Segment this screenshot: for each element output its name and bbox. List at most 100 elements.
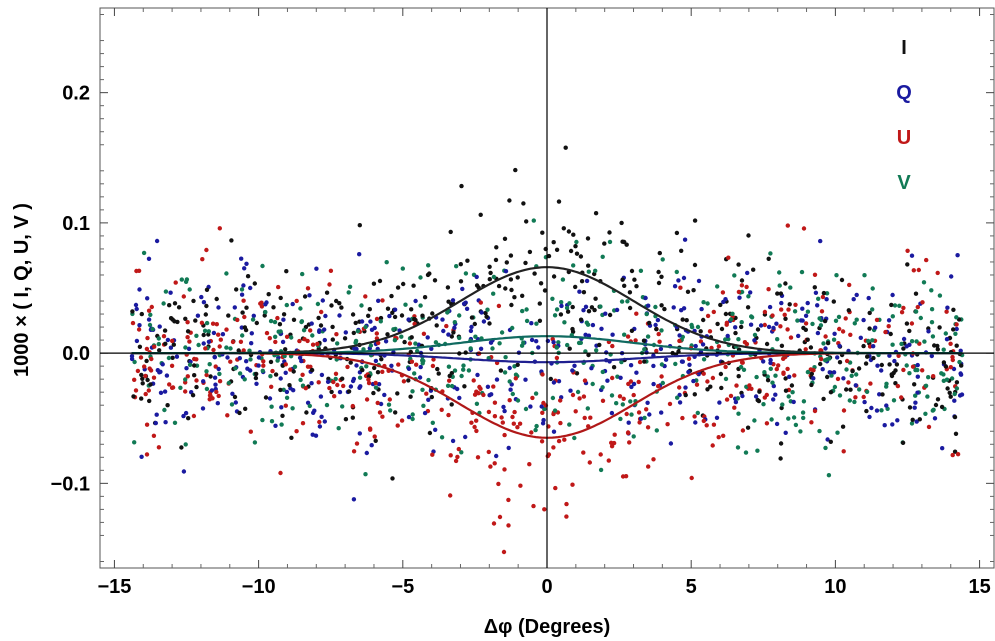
point-V [884, 384, 889, 389]
point-U [612, 432, 617, 437]
point-V [459, 450, 464, 455]
point-I [657, 250, 662, 256]
point-U [625, 430, 631, 436]
point-V [854, 372, 859, 377]
point-Q [354, 363, 359, 368]
point-U [909, 321, 915, 326]
point-I [245, 274, 251, 279]
point-V [554, 345, 559, 350]
point-I [281, 312, 287, 317]
point-Q [463, 434, 468, 440]
point-U [886, 324, 891, 329]
point-I [954, 343, 959, 348]
legend-entry-Q: Q [896, 82, 912, 104]
point-I [144, 358, 149, 364]
point-V [562, 320, 567, 325]
point-Q [220, 332, 226, 337]
point-I [342, 336, 348, 341]
point-Q [134, 306, 139, 312]
point-V [583, 349, 588, 354]
point-U [136, 268, 142, 273]
point-Q [783, 430, 788, 435]
point-Q [212, 375, 218, 380]
point-I [570, 304, 575, 310]
point-I [162, 328, 168, 333]
point-U [455, 454, 460, 460]
point-Q [841, 376, 846, 381]
point-U [776, 363, 781, 368]
point-V [237, 371, 243, 376]
point-Q [299, 358, 304, 364]
point-I [579, 279, 585, 284]
point-I [818, 361, 823, 367]
point-I [515, 362, 520, 367]
point-Q [940, 446, 945, 451]
point-Q [693, 420, 698, 425]
point-V [240, 333, 245, 338]
point-V [242, 377, 247, 382]
point-U [950, 452, 955, 458]
point-V [913, 309, 919, 314]
point-V [801, 415, 806, 421]
point-V [775, 337, 780, 342]
point-V [659, 328, 664, 333]
point-U [241, 348, 246, 353]
point-Q [773, 392, 778, 397]
point-V [600, 369, 605, 375]
point-I [493, 257, 499, 263]
point-U [421, 331, 427, 336]
point-I [692, 262, 698, 268]
point-U [367, 426, 373, 431]
point-I [708, 384, 713, 389]
point-U [724, 397, 730, 402]
point-Q [915, 362, 920, 368]
point-I [194, 384, 199, 390]
point-I [718, 371, 724, 377]
point-U [837, 326, 842, 332]
point-U [636, 379, 641, 385]
point-Q [551, 380, 557, 385]
point-V [519, 343, 525, 348]
point-I [581, 290, 587, 295]
point-U [169, 363, 175, 368]
point-I [304, 410, 309, 415]
point-U [316, 380, 321, 385]
point-Q [909, 253, 915, 258]
point-V [204, 369, 209, 374]
point-I [619, 220, 624, 226]
point-Q [389, 363, 394, 368]
point-U [905, 248, 910, 253]
point-I [392, 314, 398, 320]
point-Q [629, 384, 634, 390]
point-Q [364, 450, 369, 456]
point-V [510, 325, 515, 331]
point-I [483, 310, 488, 316]
point-Q [314, 266, 319, 271]
point-V [866, 338, 871, 344]
point-Q [945, 305, 950, 310]
point-V [777, 270, 782, 275]
point-V [187, 362, 193, 367]
point-Q [634, 370, 639, 375]
point-I [277, 322, 283, 327]
point-V [953, 331, 958, 336]
point-I [284, 269, 289, 274]
point-U [273, 339, 278, 345]
point-V [552, 408, 558, 413]
point-Q [225, 355, 230, 360]
point-U [736, 289, 742, 295]
point-Q [787, 374, 792, 379]
point-U [284, 334, 290, 339]
point-Q [687, 362, 692, 367]
point-U [709, 345, 714, 351]
point-V [552, 313, 558, 318]
point-Q [157, 324, 162, 329]
point-I [912, 382, 917, 387]
point-U [481, 392, 486, 398]
point-U [376, 340, 381, 346]
point-Q [693, 343, 698, 349]
point-V [473, 334, 478, 339]
point-I [385, 332, 390, 337]
point-Q [827, 370, 832, 375]
point-I [935, 347, 940, 352]
